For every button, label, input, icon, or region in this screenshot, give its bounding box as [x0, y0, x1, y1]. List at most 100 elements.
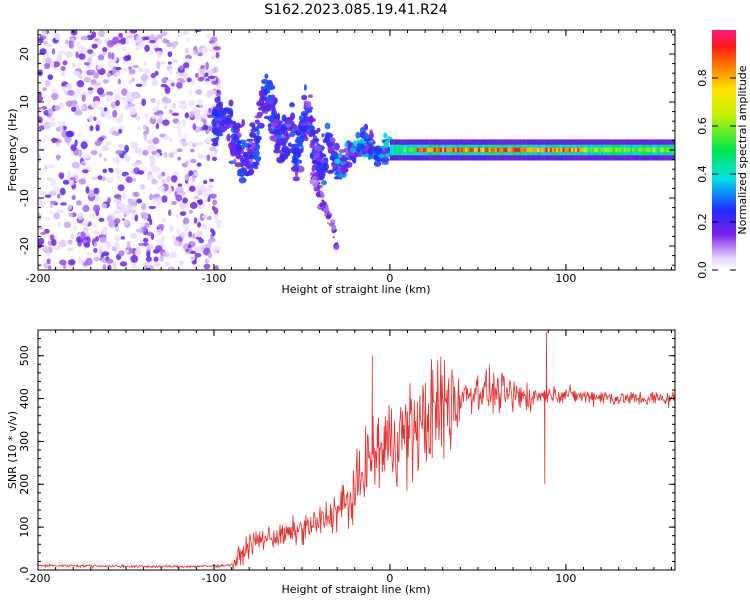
y-tick-label: -10 — [18, 189, 31, 207]
heatmap-band-core — [420, 147, 424, 153]
heatmap-noise-cell — [81, 94, 86, 102]
heatmap-noise-cell — [51, 238, 57, 247]
heatmap-signal-cell — [352, 160, 356, 164]
heatmap-noise-cell — [91, 31, 97, 39]
heatmap-noise-cell — [124, 32, 133, 37]
heatmap-signal-cell — [321, 180, 327, 186]
heatmap-noise-cell — [117, 203, 123, 208]
heatmap-noise-cell — [70, 144, 77, 152]
heatmap-noise-cell — [212, 246, 219, 253]
heatmap-noise-cell — [163, 135, 170, 141]
heatmap-band-core — [602, 147, 605, 153]
heatmap-noise-cell — [43, 262, 48, 269]
heatmap-noise-cell — [183, 134, 188, 140]
heatmap-noise-cell — [62, 85, 67, 93]
heatmap-noise-cell — [44, 228, 50, 234]
heatmap-noise-cell — [73, 110, 82, 116]
heatmap-band-core — [524, 147, 527, 153]
colorbar-label: Normalized spectral amplitude — [736, 65, 749, 234]
heatmap-signal-cell — [295, 137, 303, 144]
heatmap-noise-cell — [176, 148, 183, 153]
heatmap-band-mid — [396, 144, 399, 156]
heatmap-band-core — [515, 147, 519, 153]
heatmap-signal-cell — [246, 138, 254, 142]
heatmap-noise-cell — [93, 204, 101, 213]
spectrogram-ylabel: Frequency (Hz) — [6, 109, 19, 192]
heatmap-noise-cell — [196, 162, 202, 167]
heatmap-noise-cell — [42, 139, 46, 144]
heatmap-band-core — [627, 147, 631, 153]
heatmap-noise-cell — [48, 121, 56, 127]
heatmap-signal-cell — [353, 152, 359, 158]
heatmap-band-core — [509, 147, 512, 153]
heatmap-noise-cell — [171, 201, 177, 205]
heatmap-noise-cell — [158, 113, 163, 118]
heatmap-noise-cell — [53, 212, 60, 220]
heatmap-noise-cell — [113, 217, 121, 224]
heatmap-signal-cell — [306, 109, 313, 113]
heatmap-band-core — [621, 147, 624, 153]
heatmap-noise-cell — [183, 217, 190, 225]
heatmap-signal-cell — [303, 136, 309, 142]
heatmap-noise-cell — [74, 139, 78, 147]
heatmap-band-core — [653, 147, 656, 153]
heatmap-noise-cell — [166, 175, 171, 183]
heatmap-signal-cell — [216, 123, 220, 128]
heatmap-noise-cell — [129, 107, 137, 116]
heatmap-band-core — [665, 147, 669, 153]
heatmap-signal-cell — [273, 148, 281, 154]
heatmap-band-core — [475, 147, 479, 153]
heatmap-noise-cell — [130, 254, 139, 263]
heatmap-noise-cell — [67, 247, 74, 252]
heatmap-noise-cell — [213, 212, 220, 220]
heatmap-noise-cell — [102, 51, 107, 55]
heatmap-band-core — [446, 147, 449, 153]
heatmap-noise-cell — [161, 178, 166, 185]
heatmap-signal-cell — [215, 110, 220, 118]
heatmap-noise-cell — [153, 256, 159, 262]
heatmap-noise-cell — [82, 219, 89, 227]
heatmap-noise-cell — [177, 33, 183, 38]
heatmap-noise-cell — [111, 52, 115, 60]
heatmap-noise-cell — [177, 183, 183, 187]
heatmap-band-core — [547, 147, 550, 153]
heatmap-signal-cell — [383, 155, 389, 160]
heatmap-band-core — [619, 147, 622, 153]
heatmap-noise-cell — [113, 199, 121, 203]
heatmap-noise-cell — [196, 230, 202, 238]
heatmap-noise-cell — [38, 212, 42, 221]
heatmap-noise-cell — [45, 57, 52, 64]
heatmap-signal-cell — [308, 130, 313, 138]
heatmap-band-core — [427, 147, 430, 153]
heatmap-noise-cell — [134, 147, 143, 155]
heatmap-band-mid — [394, 144, 397, 156]
heatmap-noise-cell — [194, 252, 202, 258]
heatmap-band-core — [638, 147, 641, 153]
heatmap-noise-cell — [192, 233, 196, 239]
heatmap-signal-cell — [336, 170, 341, 175]
heatmap-noise-cell — [42, 245, 50, 249]
heatmap-noise-cell — [192, 142, 197, 148]
heatmap-noise-cell — [97, 54, 105, 61]
heatmap-band-core — [623, 147, 626, 153]
heatmap-signal-cell — [334, 158, 341, 164]
heatmap-band-core — [490, 147, 493, 153]
heatmap-signal-cell — [373, 156, 381, 161]
heatmap-noise-cell — [77, 133, 82, 137]
heatmap-noise-cell — [149, 193, 153, 201]
heatmap-noise-cell — [147, 144, 155, 153]
heatmap-noise-cell — [203, 180, 208, 184]
heatmap-noise-cell — [161, 195, 168, 203]
heatmap-noise-cell — [118, 250, 125, 257]
heatmap-noise-cell — [60, 72, 65, 76]
y-tick-label: 400 — [18, 388, 31, 409]
heatmap-band-core — [406, 147, 409, 153]
heatmap-band-core — [587, 147, 591, 153]
heatmap-noise-cell — [85, 233, 91, 237]
heatmap-signal-cell — [285, 123, 292, 128]
heatmap-noise-cell — [115, 167, 120, 175]
heatmap-noise-cell — [122, 191, 127, 200]
heatmap-noise-cell — [201, 215, 209, 219]
heatmap-signal-cell — [293, 152, 297, 158]
heatmap-noise-cell — [157, 185, 165, 192]
